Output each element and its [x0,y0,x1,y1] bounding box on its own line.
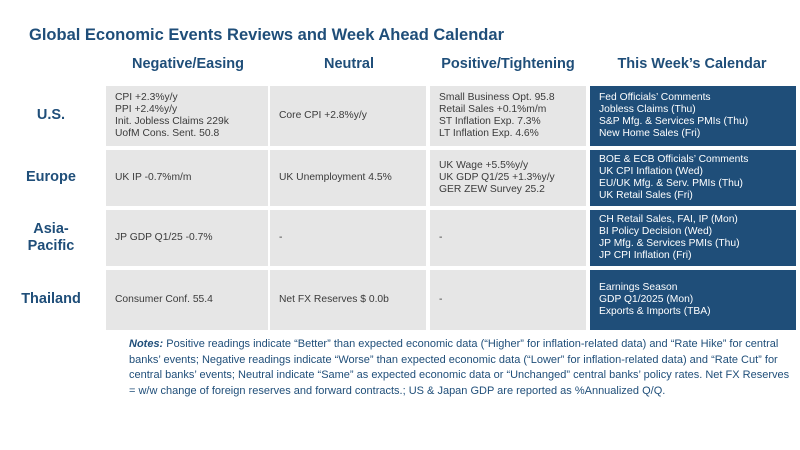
cell-europe-calendar: BOE & ECB Officials’ Comments UK CPI Inf… [590,150,796,206]
event-text: Init. Jobless Claims 229k [115,116,229,127]
calendar-item: GDP Q1/2025 (Mon) [599,293,694,305]
calendar-item: S&P Mfg. & Services PMIs (Thu) [599,116,749,127]
calendar-item: Jobless Claims (Thu) [599,103,696,115]
row-label-us: U.S. [36,107,66,124]
row-label-thailand: Thailand [21,291,81,308]
cell-asia-positive: - [430,210,586,266]
event-text: Core CPI +2.8%y/y [279,109,367,121]
column-header-positive: Positive/Tightening [441,56,575,72]
cell-thailand-positive: - [430,270,586,330]
event-text: - [439,231,443,243]
column-header-neutral: Neutral [324,56,374,72]
calendar-item: BI Policy Decision (Wed) [599,225,713,237]
notes-text: Positive readings indicate “Better” than… [129,338,790,397]
event-text: UK IP -0.7%m/m [115,171,192,183]
row-label-line: Asia- [33,220,69,237]
cell-europe-neutral: UK Unemployment 4.5% [270,150,426,206]
calendar-item: Exports & Imports (TBA) [599,306,711,318]
event-text: CPI +2.3%y/y [115,91,178,103]
cell-asia-neutral: - [270,210,426,266]
cell-asia-negative: JP GDP Q1/25 -0.7% [106,210,268,266]
calendar-item: UK Retail Sales (Fri) [599,190,693,202]
event-text: Consumer Conf. 55.4 [115,293,213,305]
event-text: Small Business Opt. 95.8 [439,91,555,103]
cell-europe-negative: UK IP -0.7%m/m [106,150,268,206]
page-title: Global Economic Events Reviews and Week … [29,26,504,44]
cell-thailand-neutral: Net FX Reserves $ 0.0b [270,270,426,330]
cell-us-calendar: Fed Officials’ Comments Jobless Claims (… [590,86,796,146]
event-text: JP GDP Q1/25 -0.7% [115,231,213,243]
cell-us-negative: CPI +2.3%y/y PPI +2.4%y/y Init. Jobless … [106,86,268,146]
notes-label: Notes: [129,338,164,350]
calendar-item: Fed Officials’ Comments [599,91,711,103]
notes: Notes: Positive readings indicate “Bette… [129,337,791,399]
calendar-item: BOE & ECB Officials’ Comments [599,153,749,165]
calendar-item: EU/UK Mfg. & Serv. PMIs (Thu) [599,178,743,189]
cell-thailand-calendar: Earnings Season GDP Q1/2025 (Mon) Export… [590,270,796,330]
calendar-item: JP Mfg. & Services PMIs (Thu) [599,238,740,249]
event-text: UK Wage +5.5%y/y [439,159,529,171]
event-text: PPI +2.4%y/y [115,103,178,115]
calendar-item: New Home Sales (Fri) [599,128,701,140]
cell-thailand-negative: Consumer Conf. 55.4 [106,270,268,330]
event-text: UofM Cons. Sent. 50.8 [115,128,220,140]
event-text: UK GDP Q1/25 +1.3%y/y [439,171,555,183]
calendar-item: Earnings Season [599,281,678,293]
event-text: Net FX Reserves $ 0.0b [279,293,389,305]
column-header-negative: Negative/Easing [131,56,244,72]
cell-asia-calendar: CH Retail Sales, FAI, IP (Mon) BI Policy… [590,210,796,266]
event-text: - [439,293,443,305]
cell-us-positive: Small Business Opt. 95.8 Retail Sales +0… [430,86,586,146]
cell-us-neutral: Core CPI +2.8%y/y [270,86,426,146]
event-text: UK Unemployment 4.5% [279,171,392,183]
calendar-item: JP CPI Inflation (Fri) [599,250,692,262]
event-text: LT Inflation Exp. 4.6% [439,128,539,140]
event-text: GER ZEW Survey 25.2 [439,184,545,196]
event-text: ST Inflation Exp. 7.3% [439,116,541,127]
row-label-europe: Europe [26,169,76,186]
calendar-item: UK CPI Inflation (Wed) [599,165,703,177]
row-label-asia-pacific: Asia- Pacific [6,210,96,266]
row-label-line: Pacific [27,238,75,254]
event-text: Retail Sales +0.1%m/m [439,103,547,115]
event-text: - [279,231,283,243]
calendar-item: CH Retail Sales, FAI, IP (Mon) [599,213,738,225]
cell-europe-positive: UK Wage +5.5%y/y UK GDP Q1/25 +1.3%y/y G… [430,150,586,206]
column-header-calendar: This Week’s Calendar [617,56,767,72]
